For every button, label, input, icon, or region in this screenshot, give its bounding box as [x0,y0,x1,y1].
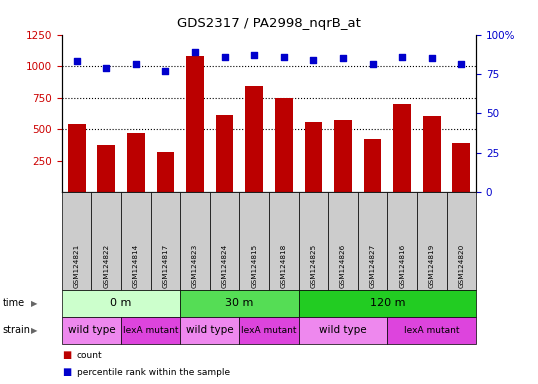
Text: ■: ■ [62,367,71,377]
Text: GSM124820: GSM124820 [458,244,464,288]
Text: count: count [77,351,103,360]
Bar [452,143,470,192]
Point [72,58,81,65]
Text: GSM124814: GSM124814 [133,244,139,288]
Point [427,55,436,61]
Bar [186,56,204,192]
Bar [305,122,322,192]
Point [250,52,258,58]
Text: lexA mutant: lexA mutant [123,326,179,335]
Text: strain: strain [3,325,31,335]
Text: 0 m: 0 m [110,298,132,308]
Bar [127,133,145,192]
Point [398,53,406,60]
Point [368,61,377,68]
Text: GSM124825: GSM124825 [310,244,316,288]
Point [161,68,169,74]
Bar [216,115,233,192]
Text: GSM124823: GSM124823 [192,244,198,288]
Text: GSM124822: GSM124822 [103,244,109,288]
Text: ■: ■ [62,350,71,360]
Text: wild type: wild type [186,325,233,335]
Text: wild type: wild type [319,325,367,335]
Point [220,53,229,60]
Bar [364,139,381,192]
Bar [334,120,352,192]
Bar [423,116,441,192]
Point [279,53,288,60]
Text: ▶: ▶ [31,326,37,335]
Bar [97,146,115,192]
Point [309,57,317,63]
Text: 30 m: 30 m [225,298,253,308]
Text: ▶: ▶ [31,299,37,308]
Text: GSM124818: GSM124818 [281,244,287,288]
Text: GSM124815: GSM124815 [251,244,257,288]
Text: GSM124816: GSM124816 [399,244,405,288]
Point [457,61,465,68]
Bar [157,152,174,192]
Text: lexA mutant: lexA mutant [241,326,297,335]
Bar [245,86,263,192]
Bar [275,98,293,192]
Text: GSM124827: GSM124827 [370,244,376,288]
Point [131,61,140,68]
Point [190,49,199,55]
Point [102,65,110,71]
Text: lexA mutant: lexA mutant [404,326,459,335]
Text: wild type: wild type [68,325,115,335]
Point [338,55,347,61]
Text: 120 m: 120 m [370,298,405,308]
Text: GSM124819: GSM124819 [429,244,435,288]
Text: GSM124817: GSM124817 [162,244,168,288]
Bar [393,104,411,192]
Text: percentile rank within the sample: percentile rank within the sample [77,368,230,377]
Text: GSM124821: GSM124821 [74,244,80,288]
Text: time: time [3,298,25,308]
Text: GSM124826: GSM124826 [340,244,346,288]
Bar [68,124,86,192]
Text: GDS2317 / PA2998_nqrB_at: GDS2317 / PA2998_nqrB_at [177,17,361,30]
Text: GSM124824: GSM124824 [222,244,228,288]
